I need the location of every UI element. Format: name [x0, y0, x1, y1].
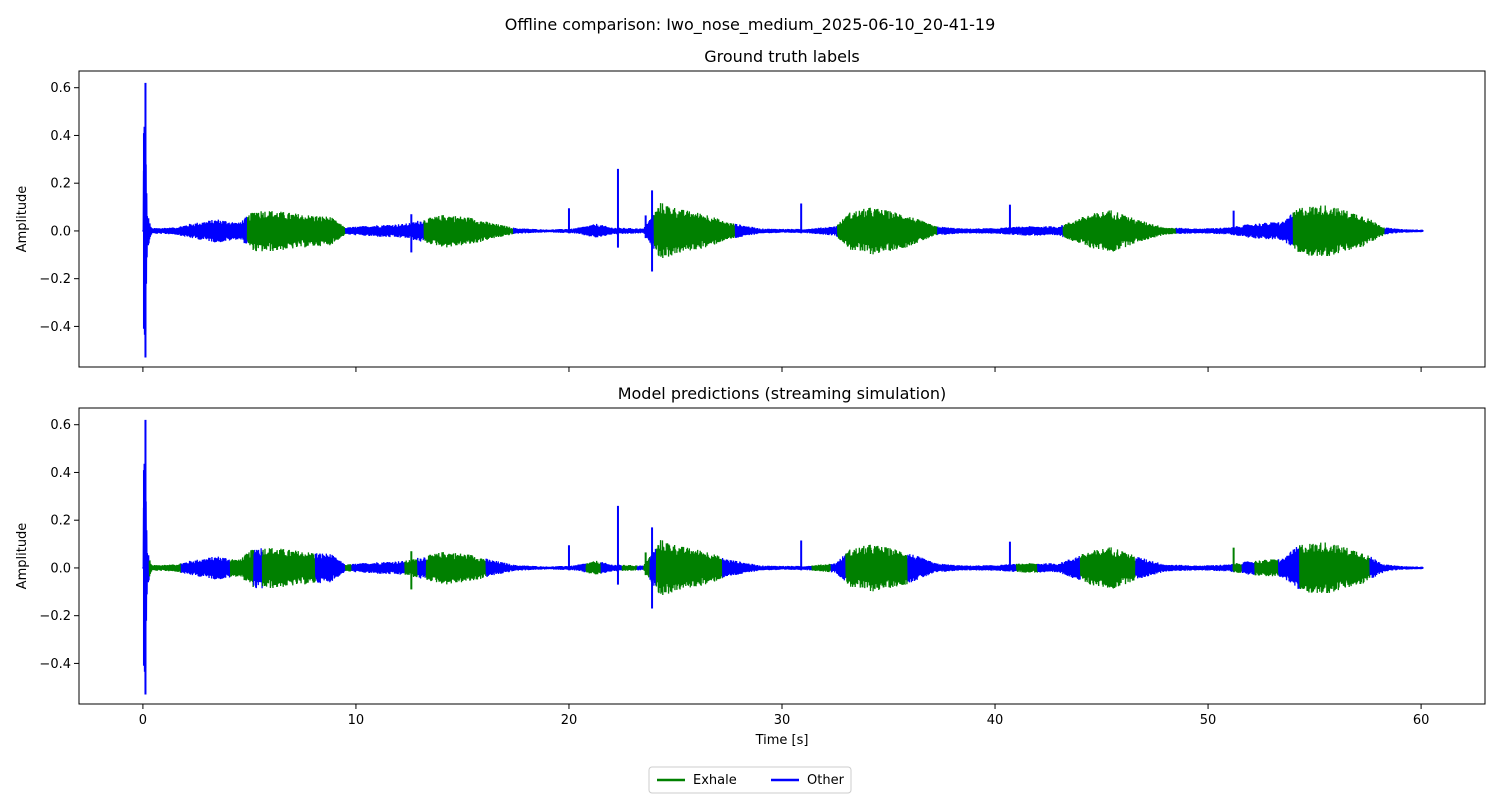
legend-label-other: Other	[807, 773, 845, 788]
panel-ground-truth: Ground truth labels −0.4 −0.2 0.0 0.2 0.4 0.6…	[15, 47, 1486, 372]
waveform-segment-exhale-28	[1079, 547, 1137, 589]
waveform-segment-other-33	[1277, 545, 1301, 589]
waveform-segment-exhale-10	[1062, 210, 1177, 252]
waveform-segment-other-9	[351, 561, 406, 575]
waveform-segment-other-31	[1241, 561, 1256, 575]
waveform-segment-exhale-2	[148, 560, 182, 577]
waveform-segment-other-23	[830, 553, 847, 581]
y-tick-label: 0.6	[50, 418, 71, 433]
legend-label-exhale: Exhale	[693, 773, 737, 788]
waveform-segment-other-5	[512, 215, 655, 249]
x-axis-model-predictions: 0 10 20 30 40 50 60	[139, 704, 1430, 728]
y-tick-label: −0.2	[39, 272, 71, 287]
y-tick-label: −0.2	[39, 609, 71, 624]
waveform-segment-exhale-34	[1299, 542, 1371, 594]
waveform-segment-other-11	[417, 557, 427, 579]
waveform-segment-other-5	[253, 548, 263, 589]
x-tick-label: 0	[139, 713, 147, 728]
waveform-segment-other-11	[1175, 212, 1294, 246]
waveform-segment-other-35	[1369, 556, 1424, 578]
legend: Exhale Other	[648, 766, 852, 794]
x-tick-label: 30	[774, 713, 791, 728]
y-tick-label: 0.2	[50, 177, 71, 192]
waveform-segment-other-29	[1135, 557, 1235, 579]
y-axis-label-ground-truth: Amplitude	[15, 186, 30, 253]
waveform-segment-other-7	[734, 223, 838, 238]
figure-title: Offline comparison: Iwo_nose_medium_2025…	[505, 15, 996, 35]
waveform-segment-exhale-8	[344, 564, 353, 572]
x-tick-label: 10	[348, 713, 365, 728]
y-axis-ground-truth: −0.4 −0.2 0.0 0.2 0.4 0.6	[39, 81, 79, 335]
waveform-segment-other-1	[142, 126, 248, 354]
y-tick-label: −0.4	[39, 657, 71, 672]
waveform-segment-exhale-8	[836, 207, 938, 255]
waveform-segment-other-17	[636, 565, 644, 571]
waveform-segment-other-19	[649, 548, 657, 586]
panel-title-ground-truth: Ground truth labels	[704, 47, 859, 66]
y-tick-label: −0.4	[39, 320, 71, 335]
panel-model-predictions: Model predictions (streaming simulation)…	[15, 384, 1486, 728]
plot-area-ground-truth	[142, 82, 1424, 358]
x-tick-label: 60	[1413, 713, 1430, 728]
legend-frame	[648, 766, 852, 794]
waveform-segment-exhale-26	[1015, 563, 1039, 573]
waveform-segment-exhale-6	[261, 548, 317, 589]
waveform-segment-exhale-4	[229, 549, 255, 587]
waveform-segment-exhale-6	[653, 203, 736, 259]
waveform-segment-exhale-32	[1254, 559, 1279, 577]
y-axis-label-model-predictions: Amplitude	[15, 523, 30, 590]
waveform-segment-other-27	[1036, 555, 1081, 580]
waveform-segment-exhale-24	[845, 544, 909, 592]
waveform-segment-exhale-16	[621, 564, 638, 571]
waveform-segment-other-13	[485, 558, 587, 578]
waveform-segment-other-25	[907, 554, 1017, 583]
waveform-segment-other-13	[1384, 227, 1424, 235]
waveform-segment-other-3	[180, 556, 231, 580]
x-tick-label: 40	[987, 713, 1004, 728]
panel-title-model-predictions: Model predictions (streaming simulation)	[618, 384, 947, 403]
waveform-segment-other-7	[314, 553, 346, 584]
y-tick-label: 0.6	[50, 81, 71, 96]
waveform-segment-exhale-12	[1292, 205, 1386, 257]
waveform-segment-exhale-18	[642, 556, 651, 578]
y-tick-label: 0.0	[50, 561, 71, 576]
plot-area-model-predictions	[142, 419, 1424, 695]
waveform-segment-exhale-12	[425, 552, 487, 585]
x-tick-label: 20	[561, 713, 578, 728]
waveform-segment-exhale-14	[585, 560, 602, 575]
waveform-segment-exhale-4	[423, 215, 515, 248]
y-axis-model-predictions: −0.4 −0.2 0.0 0.2 0.4 0.6	[39, 418, 79, 672]
x-tick-label: 50	[1200, 713, 1217, 728]
y-tick-label: 0.4	[50, 466, 71, 481]
x-ticks-ground-truth	[142, 367, 1422, 372]
y-tick-label: 0.2	[50, 514, 71, 529]
waveform-segment-other-15	[600, 562, 623, 574]
waveform-segment-exhale-22	[811, 563, 832, 573]
x-axis-label: Time [s]	[755, 733, 809, 748]
waveform-segment-exhale-20	[655, 540, 723, 596]
y-tick-label: 0.4	[50, 129, 71, 144]
waveform-segment-exhale-2	[246, 211, 346, 252]
y-tick-label: 0.0	[50, 224, 71, 239]
waveform-segment-other-9	[936, 225, 1064, 238]
waveform-segment-other-21	[721, 557, 813, 578]
waveform-segment-exhale-30	[1233, 563, 1243, 573]
